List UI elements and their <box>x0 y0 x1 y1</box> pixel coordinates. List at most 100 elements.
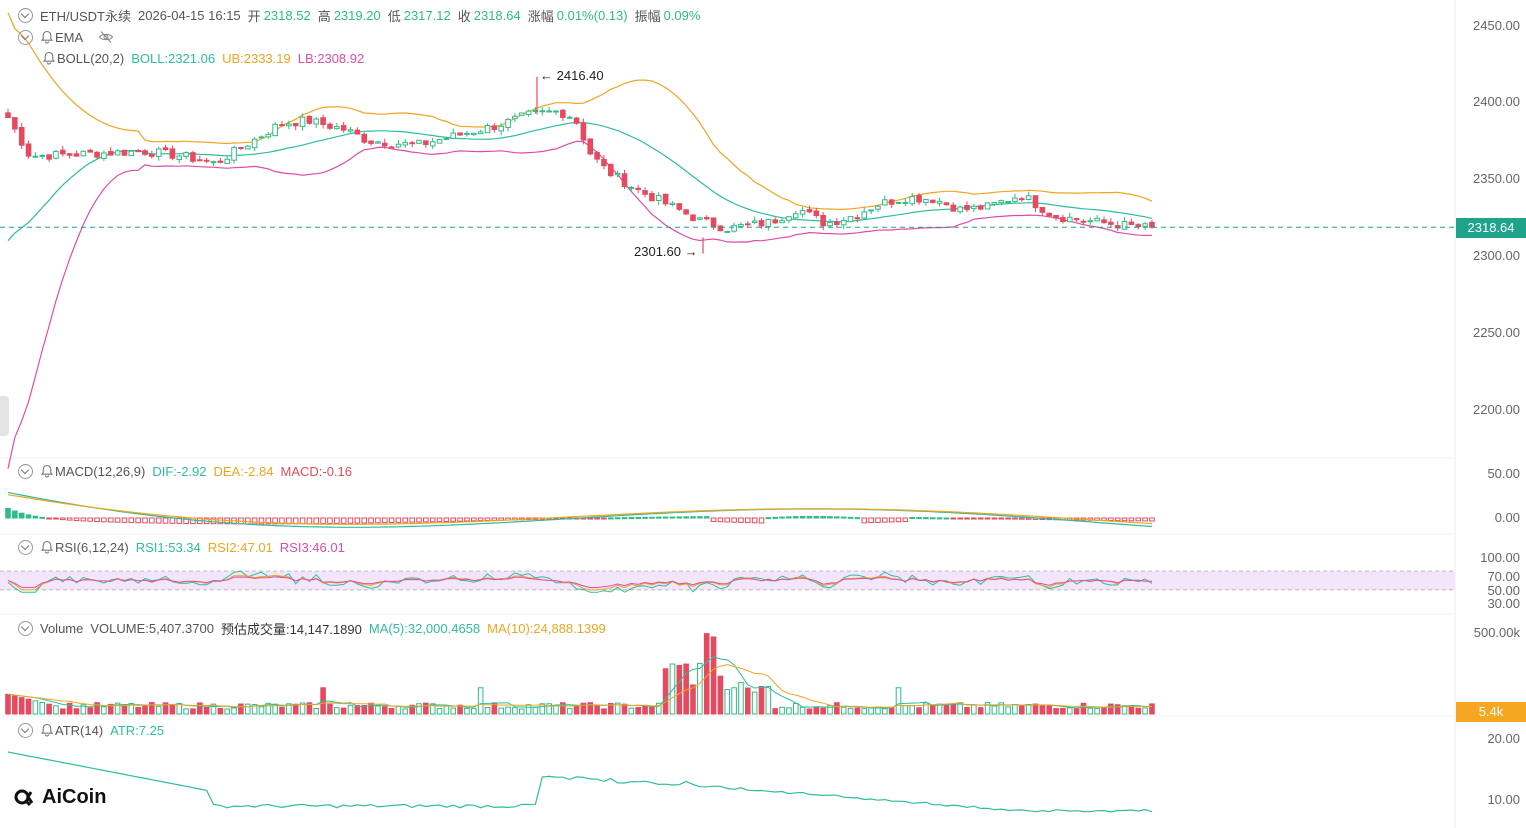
macd-bar <box>423 517 429 523</box>
candle-body <box>375 141 381 144</box>
logo-text: AiCoin <box>42 786 107 808</box>
collapse-chevron-icon[interactable] <box>18 7 33 23</box>
candle-body <box>1114 225 1121 229</box>
candle-body <box>1019 198 1025 201</box>
candle-body <box>39 154 46 157</box>
macd-bar <box>32 515 39 519</box>
macd-bar <box>53 517 59 520</box>
candle-body <box>751 220 758 223</box>
volume-bar <box>436 708 443 715</box>
last-volume-tag: 5.4k <box>1456 702 1526 722</box>
volume-bar <box>950 703 957 715</box>
bell-icon[interactable] <box>40 540 54 554</box>
macd-bar <box>87 517 94 522</box>
candle-body <box>1073 218 1080 221</box>
volume-bar <box>443 705 450 715</box>
candle-body <box>1149 221 1155 228</box>
macd-bar <box>697 516 703 519</box>
candle-body <box>1032 195 1039 209</box>
candle-body <box>402 141 409 146</box>
candle-body <box>977 205 984 210</box>
volume-bar <box>203 706 210 715</box>
volume-bar <box>169 704 176 715</box>
volume-bar <box>1053 708 1059 715</box>
candle-body <box>984 202 991 210</box>
macd-bar <box>861 517 868 524</box>
bell-icon[interactable] <box>40 464 54 478</box>
atr-tick: 10.00 <box>1487 792 1520 807</box>
collapse-chevron-icon[interactable] <box>18 29 33 45</box>
macd-bar <box>347 517 354 524</box>
candle-body <box>539 110 546 113</box>
volume-bar <box>1087 707 1094 715</box>
macd-bar <box>450 517 457 522</box>
macd-bar <box>368 517 374 524</box>
collapse-chevron-icon[interactable] <box>18 539 33 555</box>
candle-body <box>745 223 751 226</box>
candle-body <box>361 133 367 143</box>
eye-off-icon[interactable] <box>98 30 114 44</box>
candle-body <box>505 118 511 128</box>
macd-dif-line <box>7 491 1153 528</box>
macd-bar <box>299 517 306 525</box>
volume-bar <box>327 703 333 715</box>
volume-bar <box>347 704 354 715</box>
candle-body <box>710 217 717 228</box>
sidebar-toggle-handle[interactable] <box>0 396 9 436</box>
candle-body <box>690 214 696 222</box>
macd-bar <box>717 517 724 523</box>
macd-bar <box>162 517 169 524</box>
volume-ma5-value: MA(5):32,000.4658 <box>368 620 481 636</box>
candle-body <box>18 127 25 146</box>
macd-bar <box>114 517 121 523</box>
macd-bar <box>121 517 128 523</box>
collapse-chevron-icon[interactable] <box>18 463 33 479</box>
candle-body <box>162 147 169 151</box>
volume-bar <box>484 706 491 715</box>
candle-body <box>142 150 148 155</box>
volume-bar <box>813 706 820 715</box>
macd-bar <box>991 517 998 520</box>
volume-bar <box>231 707 237 715</box>
collapse-chevron-icon[interactable] <box>18 620 33 636</box>
volume-bar <box>580 702 587 715</box>
candle-body <box>1005 200 1011 203</box>
volume-bar <box>1025 703 1032 715</box>
candle-body <box>340 125 347 131</box>
macd-bar <box>402 517 409 523</box>
candle-body <box>217 160 224 163</box>
candle-body <box>566 116 573 119</box>
volume-bar <box>594 705 600 715</box>
volume-bar <box>381 706 388 715</box>
macd-bar <box>73 517 80 522</box>
macd-bar <box>635 516 642 519</box>
volume-bar <box>642 705 648 715</box>
volume-bar <box>25 698 32 715</box>
volume-bar <box>518 708 525 715</box>
macd-bar <box>101 517 107 523</box>
collapse-chevron-icon[interactable] <box>18 722 33 738</box>
volume-bar <box>1046 705 1053 715</box>
macd-bar <box>779 516 785 519</box>
volume-bar <box>265 702 272 715</box>
bell-icon[interactable] <box>40 723 54 737</box>
candle-body <box>169 148 176 159</box>
macd-bar <box>875 517 881 523</box>
volume-bar <box>998 702 1005 715</box>
volume-bar <box>32 700 39 715</box>
macd-bar <box>813 515 820 519</box>
volume-bar <box>286 703 292 715</box>
volume-bar <box>635 706 642 715</box>
volume-bar <box>806 708 813 715</box>
candle-body <box>957 206 963 213</box>
volume-bar <box>5 693 11 715</box>
bell-icon[interactable] <box>40 30 54 44</box>
bell-icon[interactable] <box>42 51 56 65</box>
volume-bar <box>847 707 854 715</box>
volume-bar <box>786 707 792 715</box>
arrow-left-icon: ← <box>540 68 557 83</box>
macd-bar <box>395 517 402 523</box>
macd-bar <box>662 516 669 519</box>
volume-bar <box>80 704 87 715</box>
